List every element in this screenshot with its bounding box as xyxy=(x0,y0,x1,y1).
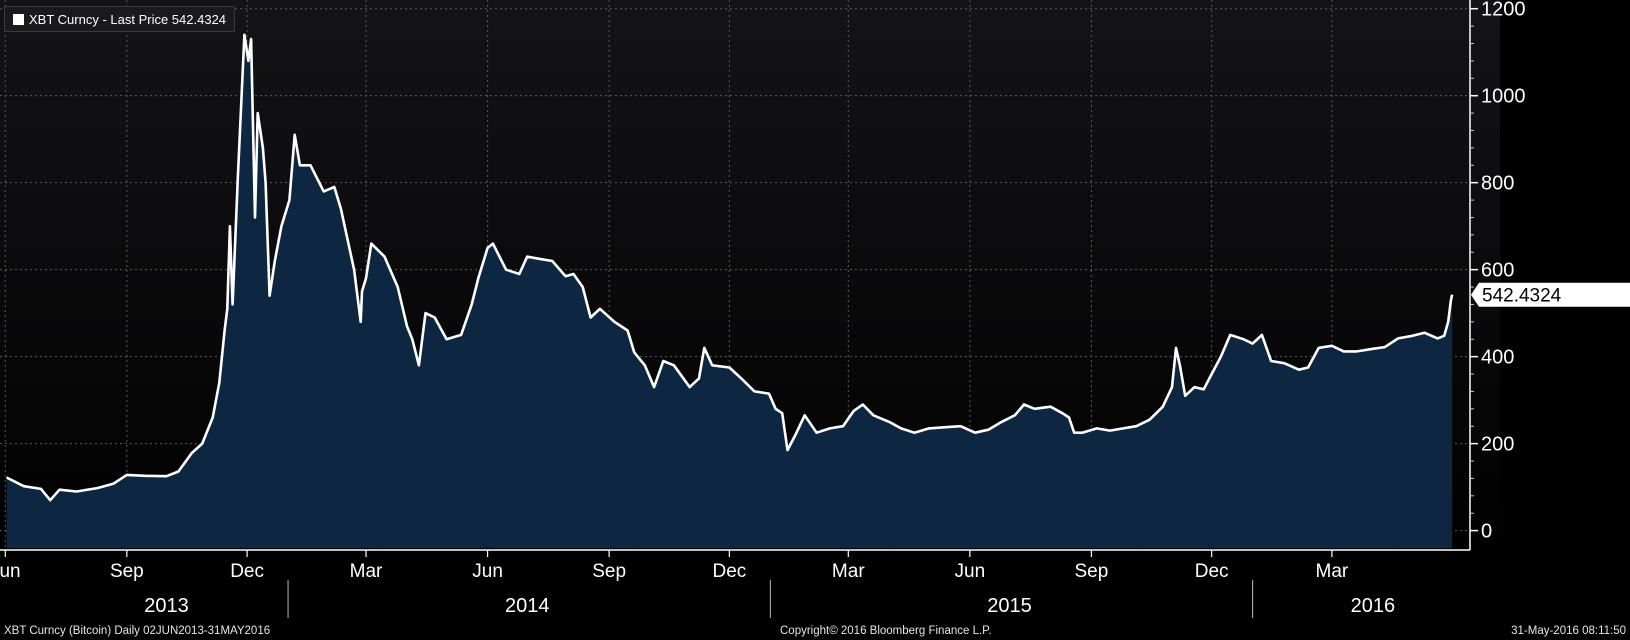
x-tick-label: Mar xyxy=(1316,561,1349,582)
legend: XBT Curncy - Last Price 542.4324 xyxy=(4,6,236,32)
x-tick-label: Sep xyxy=(592,561,626,582)
last-price-box xyxy=(1471,282,1630,307)
x-axis: Jun Sep Dec Mar Jun Sep Dec Mar Jun Sep Dec Mar 2013… xyxy=(0,549,1470,618)
legend-swatch xyxy=(13,13,24,25)
legend-label: XBT Curncy - Last Price 542.4324 xyxy=(29,11,227,27)
y-tick-label: 1200 xyxy=(1481,0,1526,21)
x-tick-label: Jun xyxy=(0,561,21,582)
footer-timestamp: 31-May-2016 08:11:50 xyxy=(1511,625,1626,637)
x-year-label: 2015 xyxy=(987,595,1032,617)
x-tick-label: Dec xyxy=(230,561,264,582)
footer-copyright: Copyright© 2016 Bloomberg Finance L.P. xyxy=(780,625,992,637)
last-price-label: 542.4324 xyxy=(1482,286,1562,307)
x-tick-label: Jun xyxy=(472,561,503,582)
x-tick-label: Dec xyxy=(712,561,746,582)
x-tick-label: Mar xyxy=(350,561,383,582)
x-year-label: 2014 xyxy=(505,595,550,617)
y-tick-label: 400 xyxy=(1481,347,1514,369)
x-year-label: 2016 xyxy=(1351,595,1396,617)
x-tick-label: Sep xyxy=(110,561,144,582)
footer-bar: XBT Curncy (Bitcoin) Daily 02JUN2013-31M… xyxy=(0,622,1630,640)
x-year-label: 2013 xyxy=(144,595,189,617)
x-tick-label: Sep xyxy=(1075,561,1109,582)
y-tick-label: 200 xyxy=(1481,434,1514,456)
last-price-marker: 542.4324 xyxy=(1471,282,1630,307)
x-tick-label: Dec xyxy=(1195,561,1229,582)
y-tick-label: 0 xyxy=(1481,521,1492,543)
price-line xyxy=(6,33,1454,502)
y-tick-label: 800 xyxy=(1481,173,1514,195)
y-tick-label: 1000 xyxy=(1481,86,1526,108)
x-tick-label: Jun xyxy=(955,561,986,582)
price-area-fill xyxy=(6,34,1453,549)
footer-source: XBT Curncy (Bitcoin) Daily 02JUN2013-31M… xyxy=(4,625,271,637)
y-tick-label: 600 xyxy=(1481,260,1514,282)
x-tick-label: Mar xyxy=(832,561,865,582)
y-axis: 0 200 400 600 800 1000 1200 xyxy=(1469,0,1526,550)
